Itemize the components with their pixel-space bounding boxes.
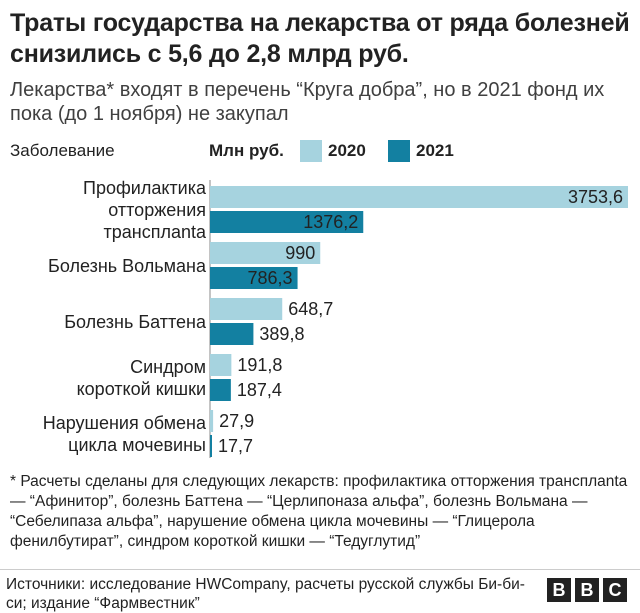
bar-2020: [210, 242, 321, 264]
category-label-line: Нарушения обмена: [42, 412, 206, 433]
category-header: Заболевание: [10, 141, 115, 160]
legend-item-2020: 2020: [300, 140, 366, 162]
source-note: Источники: исследование HWCompany, расче…: [6, 576, 525, 612]
category-label-line: короткой кишки: [76, 378, 206, 399]
legend-swatch-2021: [388, 140, 410, 162]
bar-2020: [210, 354, 232, 376]
legend-swatch-2020: [300, 140, 322, 162]
category-label: Профилактика отторжения трансплanta: [83, 177, 206, 243]
bbc-logo-b2: B: [575, 578, 599, 602]
bar-2021: [210, 267, 298, 289]
legend-item-2021: 2021: [388, 140, 454, 162]
data-label-2021: 389,8: [259, 324, 304, 344]
category-label-line: трансплanta: [103, 221, 207, 242]
data-label-2020: 990: [285, 243, 315, 263]
unit-label: Млн руб.: [209, 141, 284, 160]
data-label-2020: 191,8: [237, 355, 282, 375]
category-label-line: цикла мочевины: [68, 434, 206, 455]
data-label-2021: 187,4: [237, 380, 282, 400]
bar-2020: [210, 186, 628, 208]
bbc-logo-c: C: [603, 578, 627, 602]
category-label: Синдром короткой кишки: [77, 356, 206, 400]
bbc-logo-b1: B: [547, 578, 571, 602]
bar-2021: [210, 379, 231, 401]
footnote: * Расчеты сделаны для следующих лекарств…: [10, 473, 628, 550]
category-label: Болезнь Вольмана: [48, 255, 206, 277]
data-label-2021: 786,3: [248, 268, 293, 288]
data-label-2020: 27,9: [219, 411, 254, 431]
category-label-line: Синдром: [130, 356, 206, 377]
bar-2020: [210, 298, 283, 320]
bar-2020: [210, 410, 214, 432]
bar-2021: [210, 323, 254, 345]
chart-title: Траты государства на лекарства от ряда б…: [10, 9, 630, 68]
bar-2021: [210, 435, 212, 457]
data-label-2021: 1376,2: [303, 212, 358, 232]
legend-label-2021: 2021: [416, 141, 454, 160]
legend-label-2020: 2020: [328, 141, 366, 160]
bbc-logo: B B C: [547, 578, 627, 602]
category-label-line: Болезнь Вольмана: [48, 255, 206, 276]
category-label-line: Профилактика: [83, 177, 206, 198]
data-label-2020: 3753,6: [568, 187, 623, 207]
bar-2021: [210, 211, 364, 233]
category-label-line: отторжения: [108, 199, 206, 220]
category-label-line: Болезнь Баттена: [64, 311, 206, 332]
category-label: Нарушения обмена цикла мочевины: [43, 412, 206, 456]
data-label-2021: 17,7: [218, 436, 253, 456]
footer-divider: [0, 569, 640, 570]
category-label: Болезнь Баттена: [64, 311, 206, 333]
chart-subtitle: Лекарства* входят в перечень “Круга добр…: [10, 79, 605, 125]
data-label-2020: 648,7: [288, 299, 333, 319]
